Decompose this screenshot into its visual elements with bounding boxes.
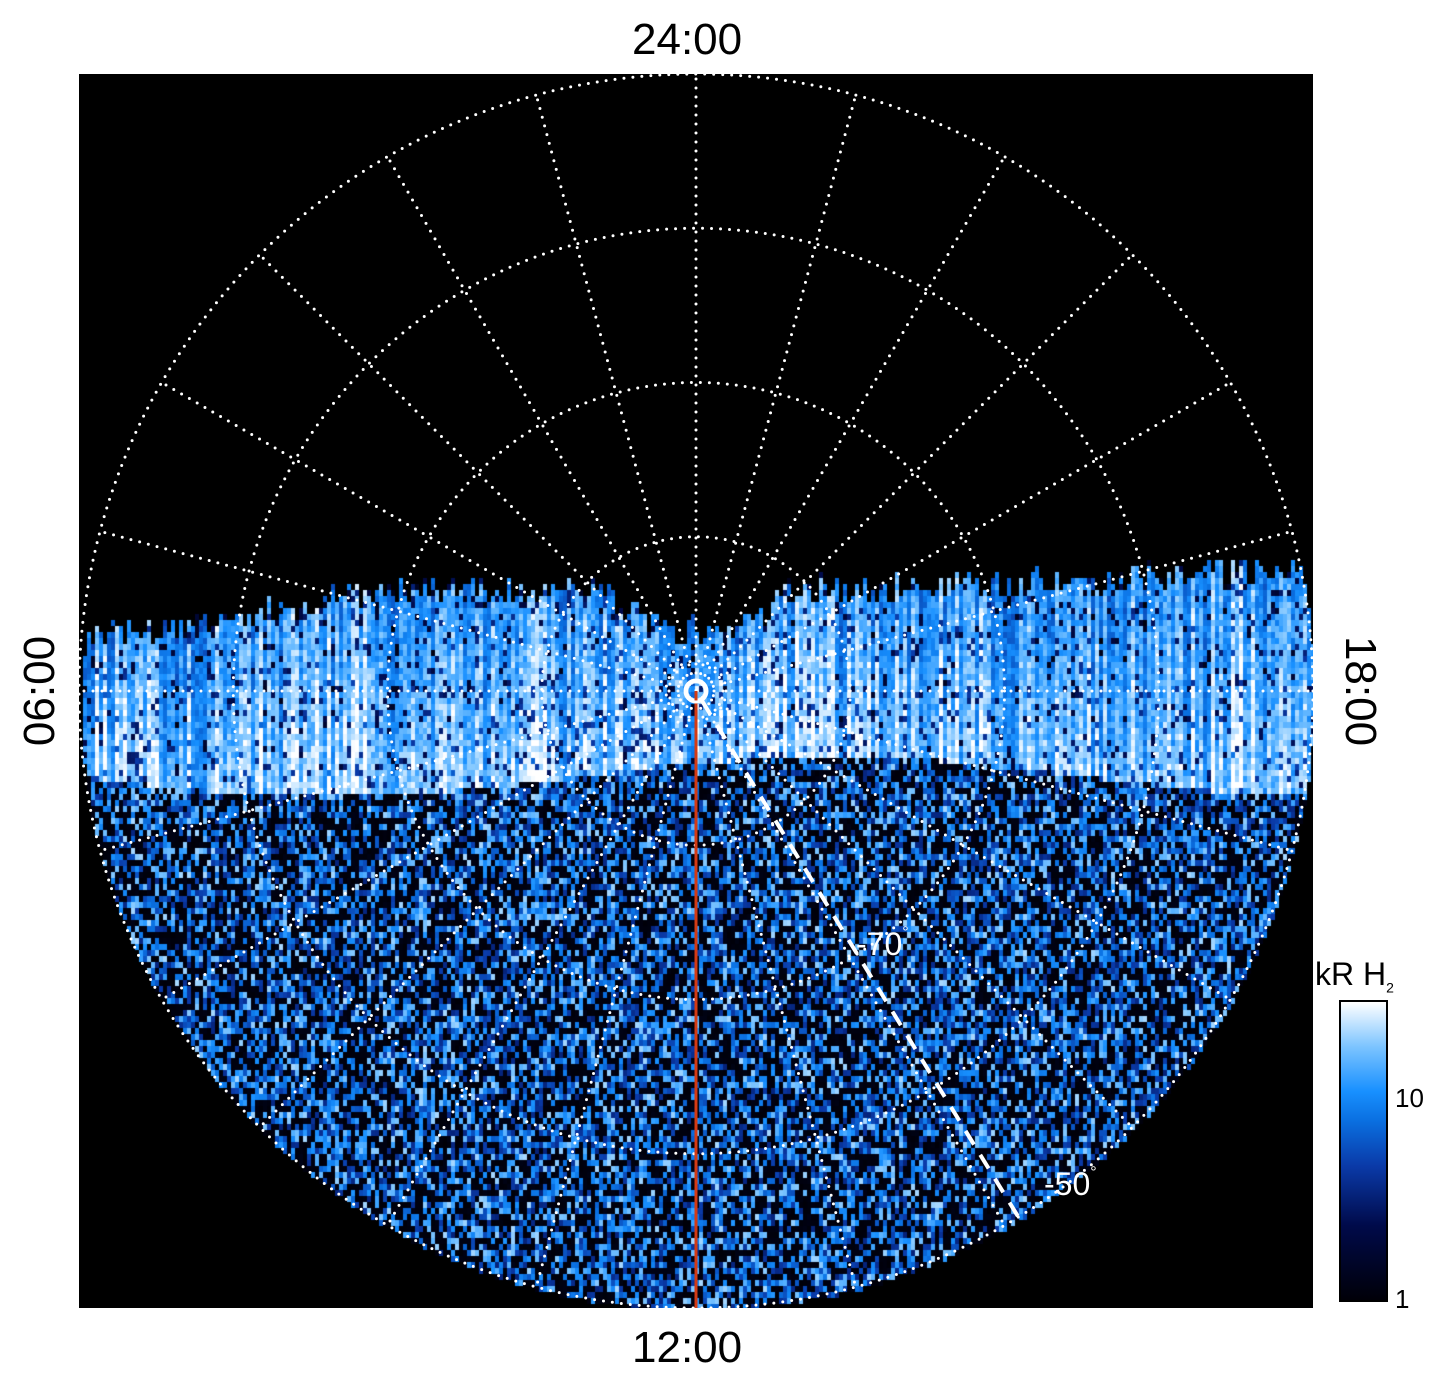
meridian-line-17 [694, 689, 1294, 853]
colorbar-tick-1: 1 [1395, 1284, 1410, 1314]
meridian-line-2 [386, 155, 698, 693]
meridian-line-22 [694, 155, 1006, 693]
meridian-line-23 [694, 93, 858, 693]
local-time-label-right: 18:00 [1336, 635, 1385, 747]
latitude-label-50: -50° [1044, 1164, 1097, 1202]
meridian-line-14 [694, 689, 1006, 1227]
meridian-line-3 [258, 253, 698, 693]
meridian-line-4 [160, 381, 698, 693]
meridian-line-1 [534, 93, 698, 693]
local-time-label-bottom: 12:00 [632, 1323, 743, 1372]
meridian-line-15 [694, 689, 1134, 1129]
latitude-label-70: -70° [856, 924, 909, 962]
latitude-circle-inner [664, 659, 728, 723]
latitude-circle-60 [231, 226, 1161, 1156]
dashed-reference-line [700, 700, 1021, 1219]
colorbar [1339, 1000, 1388, 1302]
meridian-line-11 [534, 689, 698, 1289]
meridian-line-10 [386, 689, 698, 1227]
meridian-line-9 [258, 689, 698, 1129]
meridian-line-8 [160, 689, 698, 1001]
latitude-circle-70 [386, 381, 1006, 1001]
meridian-line-7 [98, 689, 698, 853]
meridian-line-13 [694, 689, 858, 1289]
local-time-label-left: 06:00 [15, 635, 64, 747]
colorbar-tick-10: 10 [1395, 1083, 1424, 1113]
polar-aurora-plot: -70° -50° [79, 74, 1313, 1308]
pole-marker [683, 678, 709, 704]
meridian-line-16 [694, 689, 1232, 1001]
colorbar-title: kR H2 [1315, 956, 1394, 996]
polar-grid-overlay [79, 74, 1313, 1308]
meridian-line-20 [694, 381, 1232, 693]
local-time-label-top: 24:00 [632, 15, 743, 64]
meridian-line-19 [694, 529, 1294, 693]
meridian-line-21 [694, 253, 1134, 693]
meridian-line-5 [98, 529, 698, 693]
